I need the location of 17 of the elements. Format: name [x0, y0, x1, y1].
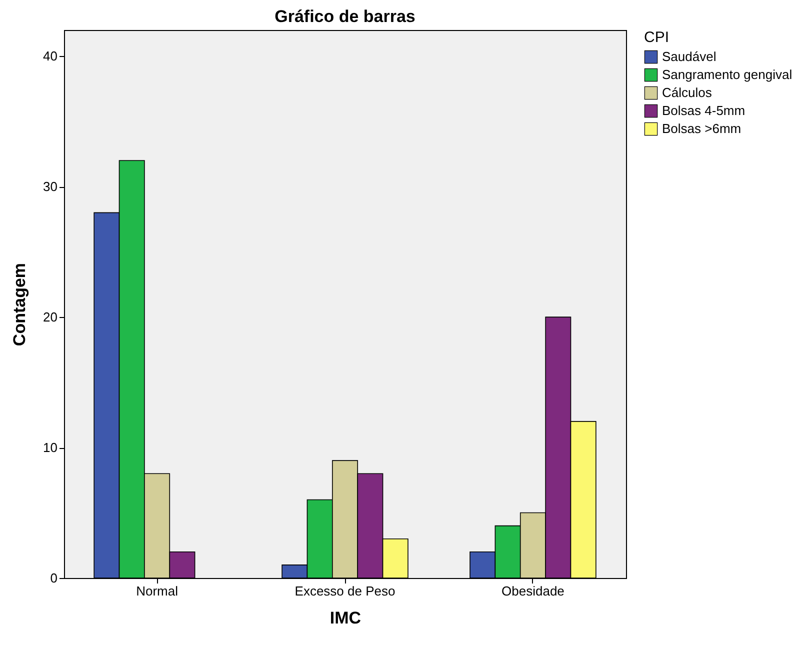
- y-tick-label: 10: [43, 440, 58, 456]
- legend-title: CPI: [644, 29, 670, 46]
- y-tick-label: 40: [43, 48, 58, 64]
- y-tick-label: 20: [43, 310, 58, 325]
- x-axis-title: IMC: [330, 608, 362, 628]
- x-tick-label: Excesso de Peso: [294, 584, 396, 598]
- y-axis-title: Contagem: [10, 262, 30, 346]
- y-tick-label: 30: [43, 179, 58, 194]
- x-tick-label: Normal: [136, 584, 178, 598]
- y-tick-label: 0: [50, 570, 58, 586]
- x-tick-label: Obesidade: [502, 584, 564, 598]
- legend-label: Bolsas >6mm: [662, 121, 742, 136]
- chart-title: Gráfico de barras: [274, 7, 416, 26]
- legend-label: Cálculos: [662, 85, 712, 100]
- legend-label: Sangramento gengival: [662, 67, 792, 82]
- legend-label: Saudável: [662, 49, 716, 64]
- legend-label: Bolsas 4-5mm: [662, 103, 746, 118]
